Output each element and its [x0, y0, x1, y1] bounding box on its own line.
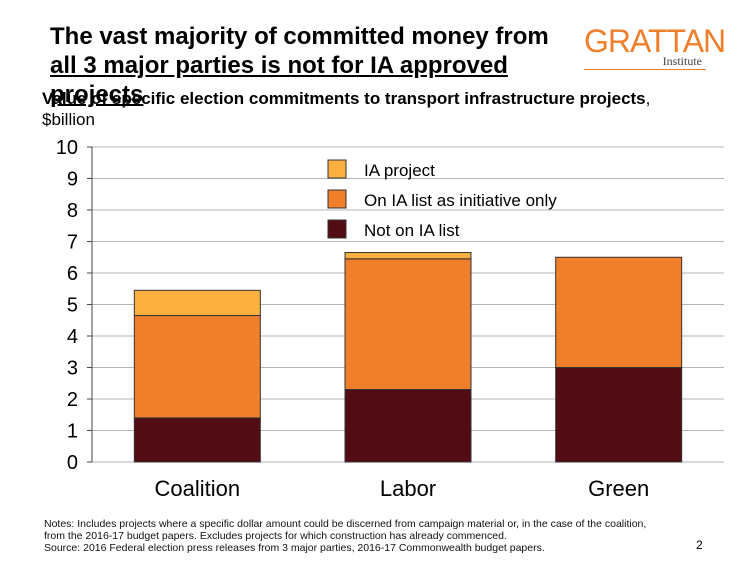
y-tick-label-0: 0 — [67, 452, 78, 474]
stacked-bar-chart: 0 1 2 3 4 5 6 7 8 9 10 Coalition Labor Green IA proj… — [56, 137, 724, 501]
legend-swatch-not-on-ia-list — [327, 219, 347, 239]
subtitle-bold: Value of specific election commitments t… — [42, 89, 646, 108]
x-axis-labels: Coalition Labor Green — [155, 476, 650, 501]
bar-green-not-on-ia-list — [555, 367, 683, 463]
legend-label-ia-project: IA project — [364, 161, 435, 180]
y-tick-label-7: 7 — [67, 232, 78, 254]
bar-green-on-ia-list-as-initiative-only — [555, 256, 683, 368]
bar-labor-not-on-ia-list — [344, 389, 472, 463]
y-tick-label-4: 4 — [67, 326, 78, 348]
logo-rule — [584, 69, 706, 70]
notes-line-2: from the 2016-17 budget papers. Excludes… — [44, 530, 507, 542]
logo-main-text: GRATTAN — [584, 23, 726, 59]
source-line: Source: 2016 Federal election press rele… — [44, 542, 545, 554]
bar-labor-ia-project — [344, 252, 472, 260]
y-tick-label-2: 2 — [67, 389, 78, 411]
chart-subtitle: Value of specific election commitments t… — [42, 88, 662, 130]
bar-labor-on-ia-list-as-initiative-only — [344, 258, 472, 391]
title-line-1: The vast majority of committed money fro… — [50, 23, 549, 50]
notes-line-1: Notes: Includes projects where a specifi… — [44, 518, 647, 530]
bar-coalition-on-ia-list-as-initiative-only — [133, 315, 261, 419]
legend-swatch-ia-project — [327, 159, 347, 179]
bar-coalition-ia-project — [133, 289, 261, 317]
y-tick-label-8: 8 — [67, 200, 78, 222]
grattan-logo: GRATTAN Institute — [584, 24, 726, 70]
chart-title: The vast majority of committed money fro… — [50, 22, 590, 109]
legend-label-not-on-ia-list: Not on IA list — [364, 221, 460, 240]
title-line-2: all 3 major parties is not for IA approv… — [50, 52, 508, 108]
y-tick-label-6: 6 — [67, 263, 78, 285]
y-tick-label-1: 1 — [67, 421, 78, 443]
bar-coalition-not-on-ia-list — [133, 417, 261, 463]
x-label-coalition: Coalition — [155, 476, 241, 501]
y-axis-ticks: 0 1 2 3 4 5 6 7 8 9 10 — [56, 137, 93, 474]
legend-swatch-on-ia-list-as-initiative-only — [327, 189, 347, 209]
y-tick-label-3: 3 — [67, 358, 78, 380]
legend-label-on-ia-list-as-initiative-only: On IA list as initiative only — [364, 191, 557, 210]
x-label-green: Green — [588, 476, 649, 501]
y-tick-label-10: 10 — [56, 137, 78, 159]
notes: Notes: Includes projects where a specifi… — [44, 518, 684, 554]
y-tick-label-9: 9 — [67, 169, 78, 191]
legend: IA project On IA list as initiative only N… — [327, 159, 557, 240]
logo-sub-text: Institute — [662, 54, 702, 68]
bars — [133, 252, 683, 463]
y-tick-label-5: 5 — [67, 295, 78, 317]
page-number: 2 — [696, 538, 703, 552]
subtitle-unit: , $billion — [42, 89, 651, 129]
x-label-labor: Labor — [380, 476, 436, 501]
